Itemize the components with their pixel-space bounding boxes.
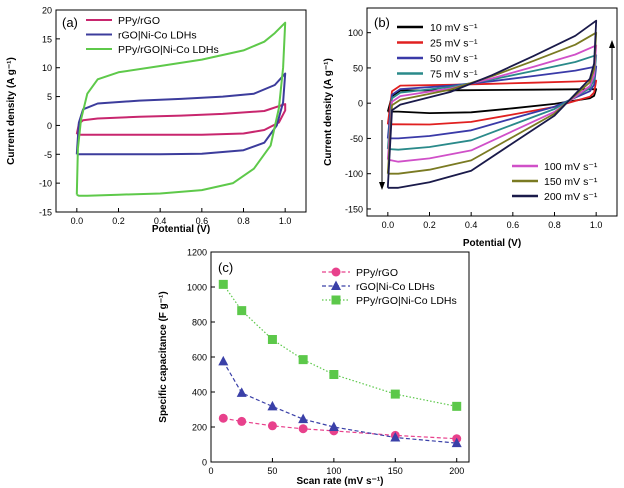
data-point-square: [452, 401, 462, 411]
y-tick-label: 10: [42, 63, 52, 73]
legend-label: 150 mV s⁻¹: [544, 176, 598, 188]
panel-b-xlabel: Potential (V): [463, 238, 521, 249]
legend-label: PPy/rGO: [118, 15, 160, 27]
data-point-square: [237, 306, 247, 316]
x-tick-label: 0.8: [548, 220, 561, 230]
legend-label: rGO|Ni-Co LDHs: [118, 30, 197, 42]
x-tick-label: 1.0: [590, 220, 603, 230]
data-point-circle: [267, 421, 277, 431]
x-tick-label: 150: [388, 466, 403, 476]
y-tick-label: 800: [192, 318, 207, 328]
y-tick-label: -100: [345, 169, 363, 179]
data-point-triangle: [331, 280, 341, 290]
y-tick-label: -50: [350, 134, 363, 144]
y-tick-label: 400: [192, 388, 207, 398]
legend-label: 50 mV s⁻¹: [430, 53, 478, 65]
x-tick-label: 50: [267, 466, 277, 476]
data-point-circle: [298, 424, 308, 434]
y-tick-label: 0: [358, 99, 363, 109]
y-tick-label: -15: [39, 208, 52, 218]
panel-c-ylabel: Specific capacitance (F g⁻¹): [158, 291, 169, 422]
panel-c-label: (c): [218, 260, 233, 275]
x-tick-label: 0.6: [507, 220, 520, 230]
x-tick-label: 1.0: [279, 216, 292, 226]
x-tick-label: 0.6: [196, 216, 209, 226]
y-tick-label: 15: [42, 34, 52, 44]
data-point-square: [218, 279, 228, 289]
data-point-triangle: [451, 437, 462, 448]
x-tick-label: 0.2: [112, 216, 125, 226]
cv-curve-rate-7: [386, 19, 598, 189]
x-tick-label: 100: [326, 466, 341, 476]
panel-a-ylabel: Current density (A g⁻¹): [6, 57, 17, 165]
cv-curve-3: [75, 21, 287, 197]
y-tick-label: 100: [348, 28, 363, 38]
panel-b-label: (b): [374, 15, 390, 30]
legend-label: rGO|Ni-Co LDHs: [356, 281, 435, 293]
data-point-square: [331, 295, 341, 305]
y-tick-label: 0: [47, 121, 52, 131]
x-tick-label: 0.0: [71, 216, 84, 226]
scan-arrow-up-head: [609, 40, 615, 48]
panel-c-specific-capacitance: (c) Scan rate (mV s⁻¹) Specific capacita…: [158, 248, 470, 487]
legend-label: PPy/rGO|Ni-Co LDHs: [356, 295, 457, 307]
data-point-triangle: [328, 421, 339, 431]
data-point-square: [329, 370, 339, 379]
legend-label: 100 mV s⁻¹: [544, 161, 598, 173]
x-tick-label: 0: [208, 466, 213, 476]
legend-label: 75 mV s⁻¹: [430, 69, 478, 81]
panel-a-cv-comparison: (a) Potential (V) Current density (A g⁻¹…: [6, 6, 307, 235]
y-tick-label: 50: [353, 63, 363, 73]
y-tick-label: 0: [202, 458, 207, 468]
y-tick-label: 20: [42, 6, 52, 16]
y-tick-label: 600: [192, 353, 207, 363]
panel-a-label: (a): [62, 15, 78, 30]
data-point-square: [390, 389, 400, 399]
panel-b-cv-scan-rates: (b) Potential (V) Current density (A g⁻¹…: [323, 7, 618, 249]
x-tick-label: 0.0: [382, 220, 395, 230]
cv-curve-2: [75, 72, 287, 156]
data-point-square: [298, 355, 308, 365]
x-tick-label: 200: [449, 466, 464, 476]
y-tick-label: 1000: [187, 283, 207, 293]
data-point-triangle: [298, 413, 309, 424]
panel-a-xlabel: Potential (V): [152, 224, 210, 235]
cv-curve-rate-2: [386, 79, 598, 126]
x-tick-label: 0.4: [154, 216, 167, 226]
y-tick-label: 1200: [187, 248, 207, 258]
data-point-circle: [331, 267, 341, 277]
y-tick-label: -10: [39, 179, 52, 189]
legend-label: PPy/rGO|Ni-Co LDHs: [118, 44, 219, 56]
scan-arrow-down-head: [379, 182, 385, 190]
panel-b-ylabel: Current density (A g⁻¹): [323, 58, 334, 166]
cv-curve-1: [75, 103, 287, 136]
cv-curve-rate-6: [386, 31, 598, 175]
y-tick-label: 5: [47, 92, 52, 102]
x-tick-label: 0.4: [465, 220, 478, 230]
x-tick-label: 0.8: [237, 216, 250, 226]
legend-label: PPy/rGO: [356, 267, 398, 279]
data-point-triangle: [267, 400, 278, 411]
legend-label: 10 mV s⁻¹: [430, 22, 478, 34]
data-point-triangle: [390, 432, 401, 442]
cv-curve-rate-4: [386, 54, 598, 151]
x-tick-label: 0.2: [423, 220, 436, 230]
legend-label: 25 mV s⁻¹: [430, 38, 478, 50]
data-point-circle: [218, 413, 228, 423]
y-tick-label: -150: [345, 204, 363, 214]
data-point-circle: [237, 416, 247, 426]
y-tick-label: -5: [44, 150, 52, 160]
data-point-square: [267, 335, 277, 344]
series-line-1: [223, 417, 457, 440]
legend-label: 200 mV s⁻¹: [544, 191, 598, 203]
data-point-triangle: [236, 387, 247, 397]
data-point-triangle: [218, 355, 229, 366]
panel-c-xlabel: Scan rate (mV s⁻¹): [297, 476, 384, 487]
y-tick-label: 200: [192, 423, 207, 433]
